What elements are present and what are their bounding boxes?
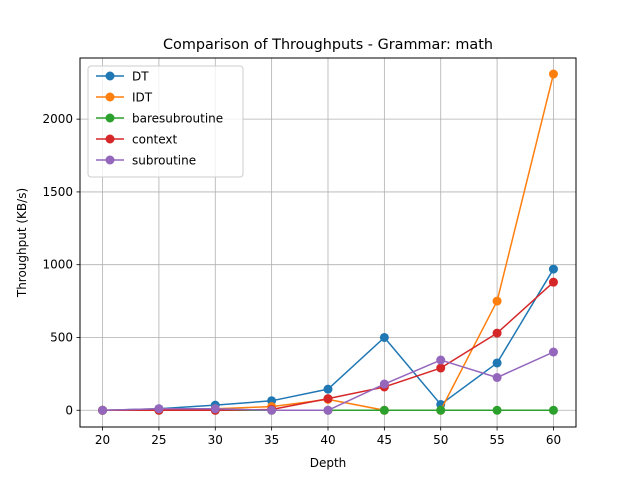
y-tick-label: 500 [50, 330, 73, 344]
legend-label: subroutine [132, 154, 196, 168]
legend-marker [105, 92, 115, 102]
legend-box [87, 65, 244, 178]
y-tick-label: 1000 [42, 258, 73, 272]
data-point [492, 358, 502, 368]
data-point [492, 373, 502, 383]
data-point [98, 405, 108, 415]
data-point [379, 379, 389, 389]
x-axis-ticks: 20 25 30 35 40 45 50 55 60 [95, 427, 561, 447]
data-point [379, 332, 389, 342]
data-point [548, 347, 558, 357]
x-tick-label: 20 [95, 433, 110, 447]
data-point [548, 277, 558, 287]
legend-label: context [132, 133, 178, 147]
x-tick-label: 55 [489, 433, 504, 447]
chart-title: Comparison of Throughputs - Grammar: mat… [163, 37, 493, 53]
data-point [492, 328, 502, 338]
y-axis-label: Throughput (KB/s) [15, 188, 29, 298]
legend-marker [105, 71, 115, 81]
legend-label: IDT [132, 91, 153, 105]
x-tick-label: 25 [151, 433, 166, 447]
x-tick-label: 45 [377, 433, 392, 447]
legend-entry: subroutine [96, 154, 196, 168]
series-layer [98, 69, 558, 415]
x-tick-label: 30 [208, 433, 223, 447]
x-tick-label: 60 [546, 433, 561, 447]
data-point [267, 405, 277, 415]
legend-marker [105, 134, 115, 144]
data-point [436, 405, 446, 415]
legend-marker [105, 155, 115, 165]
data-point [548, 264, 558, 274]
x-axis-label: Depth [310, 456, 347, 470]
x-tick-label: 40 [320, 433, 335, 447]
data-point [210, 404, 220, 414]
data-point [323, 384, 333, 394]
x-tick-label: 35 [264, 433, 279, 447]
y-axis-ticks: 0 500 1000 1500 2000 [42, 112, 80, 417]
legend-entry: IDT [96, 91, 153, 105]
data-point [492, 296, 502, 306]
legend-entry: baresubroutine [96, 112, 223, 126]
legend-entry: context [96, 133, 178, 147]
legend-label: baresubroutine [132, 112, 223, 126]
series-subroutine [98, 347, 558, 415]
y-tick-label: 1500 [42, 185, 73, 199]
data-point [548, 69, 558, 79]
data-point [154, 404, 164, 414]
legend-label: DT [132, 70, 149, 84]
y-tick-label: 0 [65, 403, 73, 417]
data-point [379, 405, 389, 415]
data-point [548, 405, 558, 415]
legend-entry: DT [96, 70, 149, 84]
y-tick-label: 2000 [42, 112, 73, 126]
data-point [323, 394, 333, 404]
legend: DT IDT baresubroutine context subroutine [87, 65, 244, 178]
x-tick-label: 50 [433, 433, 448, 447]
legend-marker [105, 113, 115, 123]
data-point [323, 405, 333, 415]
data-point [492, 405, 502, 415]
data-point [436, 363, 446, 373]
data-point [436, 355, 446, 365]
